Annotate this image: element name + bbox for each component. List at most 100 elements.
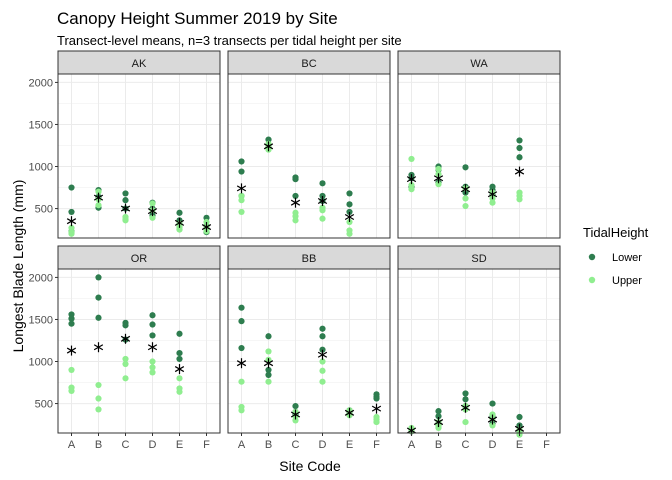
x-tick-label: F (373, 439, 380, 451)
point-upper (238, 197, 245, 204)
point-upper (435, 181, 442, 188)
point-lower (292, 402, 299, 410)
panel-border (397, 268, 561, 434)
point-lower (238, 168, 245, 175)
point-lower (149, 332, 156, 339)
point-lower (462, 396, 469, 403)
point-lower (462, 164, 469, 171)
point-upper (408, 186, 415, 193)
point-upper (149, 214, 156, 221)
point-upper (95, 381, 102, 389)
panel-background (228, 269, 390, 433)
y-tick-label: 2000 (29, 77, 53, 89)
x-tick-label: E (176, 439, 183, 451)
panel-background (398, 74, 560, 238)
mean-marker (147, 206, 158, 217)
mean-marker (120, 203, 131, 214)
point-upper (203, 218, 210, 226)
point-lower (373, 395, 380, 402)
point-lower (68, 315, 75, 322)
mean-marker (514, 423, 525, 434)
y-tick-label: 2000 (29, 272, 53, 284)
mean-marker (433, 173, 444, 184)
point-upper (149, 358, 156, 365)
point-lower (238, 304, 245, 311)
mean-marker (317, 349, 328, 360)
point-upper (319, 215, 326, 222)
chart-subtitle: Transect-level means, n=3 transects per … (57, 33, 402, 48)
point-lower (176, 355, 183, 363)
x-tick-label: C (292, 439, 300, 451)
x-axis-title: Site Code (279, 458, 341, 474)
point-lower (462, 390, 469, 397)
point-upper (176, 388, 183, 395)
point-lower (68, 320, 75, 327)
chart-title: Canopy Height Summer 2019 by Site (57, 9, 338, 28)
facet-strip-label: BB (302, 253, 317, 265)
x-tick-label: A (68, 439, 76, 451)
legend-key-lower (588, 253, 596, 261)
point-lower (265, 371, 272, 379)
point-lower (95, 294, 102, 301)
x-tick-label: E (346, 439, 353, 451)
point-lower (265, 366, 272, 374)
point-upper (489, 422, 496, 429)
panel-border (227, 73, 391, 239)
mean-marker (236, 358, 247, 369)
mean-marker (290, 197, 301, 208)
point-upper (95, 188, 102, 195)
legend-label-upper: Upper (612, 275, 642, 287)
point-upper (149, 364, 156, 371)
point-lower (516, 137, 523, 144)
y-tick-label: 1500 (29, 119, 53, 131)
point-lower (238, 158, 245, 165)
mean-marker (487, 414, 498, 425)
panel-border (57, 73, 221, 239)
point-upper (292, 417, 299, 424)
point-lower (122, 190, 129, 197)
point-lower (238, 318, 245, 325)
point-lower (516, 154, 523, 161)
point-upper (516, 196, 523, 203)
mean-marker (66, 216, 77, 227)
panel-or: OR 500 1000 1500 2000 A B C D E F (29, 245, 221, 451)
point-upper (435, 424, 442, 432)
panel-bb: BB A B C D E F (227, 245, 391, 451)
mean-marker (460, 402, 471, 413)
panel-background (58, 74, 220, 238)
point-upper (319, 207, 326, 214)
point-upper (122, 375, 129, 382)
point-upper (265, 378, 272, 385)
point-lower (122, 197, 129, 204)
mean-marker (514, 166, 525, 177)
point-upper (149, 369, 156, 376)
x-tick-label: D (149, 439, 157, 451)
x-tick-label: F (203, 439, 210, 451)
panel-ak: AK 500 1000 1500 2000 (29, 50, 221, 239)
mean-marker (371, 403, 382, 414)
x-tick-label: D (489, 439, 497, 451)
mean-marker (263, 358, 274, 369)
legend-key-upper (588, 276, 596, 284)
mean-marker (93, 192, 104, 203)
panel-background (228, 74, 390, 238)
x-tick-label: A (238, 439, 246, 451)
mean-marker (201, 222, 212, 233)
point-lower (149, 312, 156, 319)
x-tick-label: D (319, 439, 327, 451)
point-upper (435, 165, 442, 173)
mean-marker (290, 409, 301, 420)
point-upper (408, 155, 415, 163)
point-lower (122, 322, 129, 329)
point-lower (435, 413, 442, 420)
point-upper (68, 366, 75, 374)
point-lower (95, 274, 102, 281)
point-upper (373, 418, 380, 426)
facet-strip-label: WA (470, 58, 488, 70)
point-upper (462, 195, 469, 202)
panel-border (397, 73, 561, 239)
point-upper (319, 358, 326, 365)
point-lower (346, 208, 353, 216)
point-lower (292, 176, 299, 183)
